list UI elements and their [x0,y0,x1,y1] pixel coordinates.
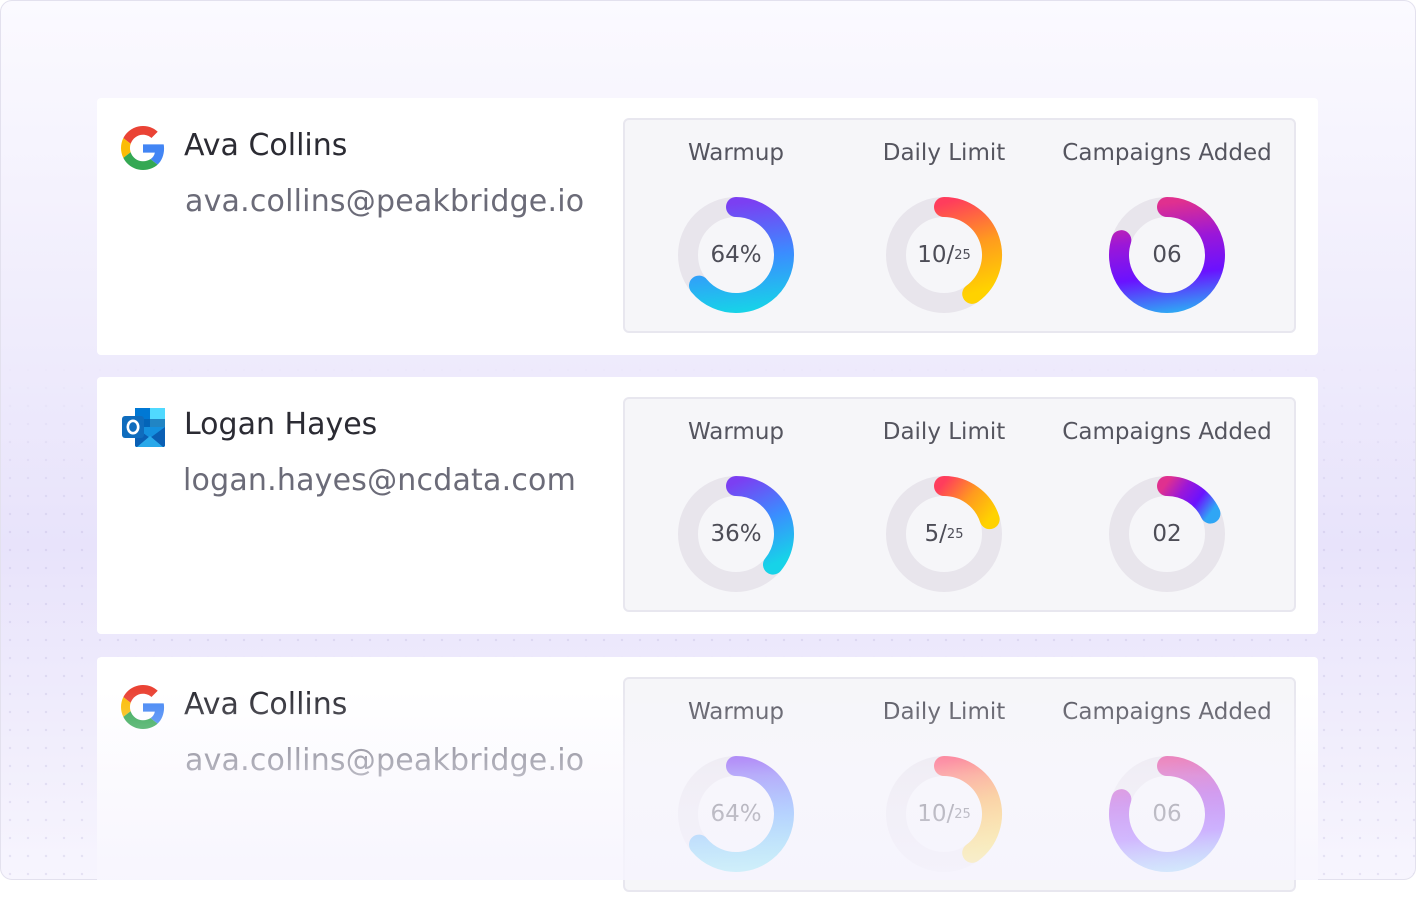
account-email: logan.hayes@ncdata.com [183,463,576,498]
ring-progress-arc [1109,197,1225,313]
daily-limit-used: 10 [917,242,947,268]
daily-limit-value: 5/25 [884,474,1004,594]
daily-limit-ring [886,197,1002,313]
warmup-value: 36% [710,521,762,547]
daily-limit-value: 10/25 [884,754,1004,874]
daily-limit-label: Daily Limit [882,419,1006,445]
account-card[interactable]: Logan Hayes logan.hayes@ncdata.com Warmu… [97,377,1318,634]
warmup-value: 64% [710,801,762,827]
campaigns-ring [1109,476,1225,592]
account-card[interactable]: Ava Collins ava.collins@peakbridge.io Wa… [97,98,1318,355]
ring-progress-arc [934,197,1002,304]
warmup-label: Warmup [688,419,784,445]
daily-limit-label: Daily Limit [882,699,1006,725]
campaigns-value: 06 [1152,242,1182,268]
daily-limit-separator: / [939,521,947,547]
campaigns-ring [1109,197,1225,313]
daily-limit-separator: / [946,801,955,827]
google-icon [121,685,165,729]
campaigns-label: Campaigns Added [1062,419,1272,445]
daily-limit-label: Daily Limit [882,140,1006,166]
daily-limit-total: 25 [954,806,971,822]
account-name: Logan Hayes [184,407,378,442]
daily-limit-used: 5 [924,521,940,547]
warmup-value: 64% [710,242,762,268]
campaigns-label: Campaigns Added [1062,699,1272,725]
campaigns-value: 06 [1152,801,1182,827]
warmup-label: Warmup [688,140,784,166]
ring-progress-arc [1157,476,1221,524]
account-name: Ava Collins [184,687,348,722]
warmup-label: Warmup [688,699,784,725]
daily-limit-value: 10/25 [884,195,1004,315]
daily-limit-separator: / [946,242,955,268]
ring-progress-arc [934,476,1000,530]
metrics-panel: Warmup 64% Daily Limit 10/25 Campaigns A… [623,118,1296,333]
account-card[interactable]: Ava Collins ava.collins@peakbridge.io Wa… [97,657,1318,914]
outlook-icon [121,405,165,449]
account-email: ava.collins@peakbridge.io [185,743,585,778]
metrics-panel: Warmup 36% Daily Limit 5/25 Campaigns Ad… [623,397,1296,612]
campaigns-label: Campaigns Added [1062,140,1272,166]
account-name: Ava Collins [184,128,348,163]
google-icon [121,126,165,170]
campaigns-value: 02 [1152,521,1182,547]
warmup-ring [678,476,794,592]
ring-progress-arc [726,476,794,575]
ring-progress-arc [689,197,794,313]
daily-limit-ring [886,476,1002,592]
warmup-ring [678,197,794,313]
metrics-panel: Warmup 64% Daily Limit 10/25 Campaigns A… [623,677,1296,892]
daily-limit-total: 25 [954,247,971,263]
daily-limit-total: 25 [946,526,964,542]
daily-limit-used: 10 [917,801,947,827]
account-email: ava.collins@peakbridge.io [185,184,585,219]
